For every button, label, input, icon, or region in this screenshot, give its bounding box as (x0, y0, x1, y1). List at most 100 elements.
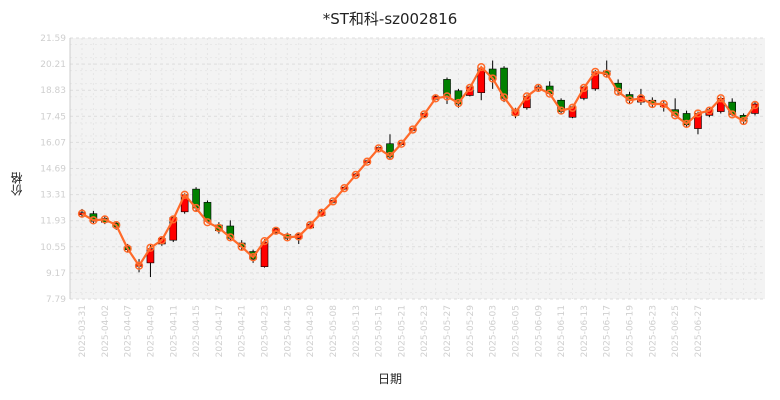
close-point (191, 203, 201, 213)
x-axis-label: 日期 (377, 372, 402, 386)
x-tick-label: 2025-04-15 (192, 305, 202, 357)
x-tick-label: 2025-04-09 (146, 305, 156, 358)
close-point (260, 236, 269, 246)
close-point (728, 110, 737, 119)
close-point (214, 223, 224, 233)
close-point (750, 100, 760, 110)
x-tick-label: 2025-06-25 (671, 305, 681, 357)
close-point (522, 92, 532, 101)
close-point (659, 99, 668, 109)
x-tick-label: 2025-04-23 (261, 305, 271, 357)
x-tick-label: 2025-05-08 (329, 305, 339, 358)
close-point (705, 106, 714, 115)
close-point (123, 244, 132, 253)
y-tick-label: 11.93 (40, 217, 66, 227)
x-tick-label: 2025-06-17 (603, 305, 613, 357)
x-tick-label: 2025-06-05 (511, 305, 521, 357)
close-point (613, 87, 623, 96)
close-point (146, 243, 155, 252)
close-point (671, 111, 680, 120)
x-tick-label: 2025-05-13 (352, 305, 362, 357)
close-point (340, 184, 349, 193)
close-point (625, 96, 634, 105)
x-axis-ticks: 2025-03-31 2025-04-02 2025-04-07 2025-04-09… (78, 305, 704, 358)
x-tick-label: 2025-04-17 (215, 305, 225, 357)
x-tick-label: 2025-06-09 (534, 305, 544, 358)
close-point (465, 83, 474, 93)
close-point (271, 226, 281, 235)
y-tick-label: 7.79 (46, 295, 66, 305)
y-tick-label: 21.59 (40, 34, 66, 44)
x-tick-label: 2025-05-29 (466, 305, 476, 358)
close-point (408, 125, 417, 134)
close-point (180, 190, 189, 199)
x-tick-label: 2025-04-30 (306, 305, 316, 358)
x-tick-label: 2025-06-11 (557, 305, 567, 357)
y-tick-label: 9.17 (46, 269, 66, 279)
y-tick-label: 14.69 (40, 165, 66, 175)
x-tick-label: 2025-04-11 (169, 305, 179, 357)
close-point (77, 209, 87, 218)
close-point (328, 197, 338, 206)
close-point (317, 208, 326, 217)
x-tick-label: 2025-04-21 (238, 305, 248, 357)
x-tick-label: 2025-05-23 (420, 305, 430, 357)
close-point (682, 119, 691, 129)
close-point (545, 89, 554, 98)
close-point (157, 236, 166, 245)
close-point (636, 94, 646, 103)
x-tick-label: 2025-05-27 (443, 305, 453, 357)
y-tick-label: 16.07 (40, 138, 66, 148)
y-tick-label: 18.83 (40, 86, 66, 96)
x-tick-label: 2025-05-15 (375, 305, 385, 357)
close-point (226, 233, 235, 242)
close-point (248, 253, 258, 262)
close-point (648, 99, 657, 109)
x-tick-label: 2025-06-27 (694, 305, 704, 357)
close-point (363, 157, 372, 166)
close-point (454, 98, 463, 108)
close-point (568, 103, 577, 112)
close-point (283, 233, 292, 242)
close-point (385, 151, 395, 161)
close-point (294, 232, 303, 241)
x-tick-label: 2025-05-21 (397, 305, 407, 357)
close-point (134, 261, 144, 270)
close-point (431, 94, 440, 103)
close-point (579, 83, 589, 93)
close-point (442, 92, 452, 101)
close-point (591, 67, 600, 77)
close-point (420, 110, 429, 119)
x-tick-label: 2025-04-02 (101, 305, 111, 357)
close-point (556, 106, 566, 115)
close-point (351, 170, 360, 180)
x-tick-label: 2025-03-31 (78, 305, 88, 357)
close-point (477, 62, 486, 72)
close-point (203, 218, 212, 227)
x-tick-label: 2025-04-07 (124, 305, 134, 357)
x-tick-label: 2025-04-25 (283, 305, 293, 357)
x-tick-label: 2025-06-19 (626, 305, 636, 358)
close-point (100, 215, 109, 224)
close-point (89, 216, 98, 225)
close-point (534, 83, 543, 93)
close-point (739, 116, 748, 126)
close-point (602, 69, 611, 78)
close-point (499, 93, 509, 102)
close-point (511, 108, 520, 117)
y-tick-label: 17.45 (40, 112, 66, 122)
close-point (237, 242, 246, 251)
close-point (374, 144, 383, 153)
close-point (169, 215, 178, 224)
close-point (693, 109, 703, 118)
y-tick-label: 20.21 (40, 60, 66, 70)
x-tick-label: 2025-06-23 (648, 305, 658, 357)
close-point (488, 74, 497, 83)
close-point (397, 139, 406, 148)
y-tick-label: 13.31 (40, 191, 66, 201)
x-tick-label: 2025-06-13 (580, 305, 590, 357)
y-tick-label: 10.55 (40, 243, 66, 253)
close-point (716, 94, 725, 103)
close-point (305, 220, 315, 230)
